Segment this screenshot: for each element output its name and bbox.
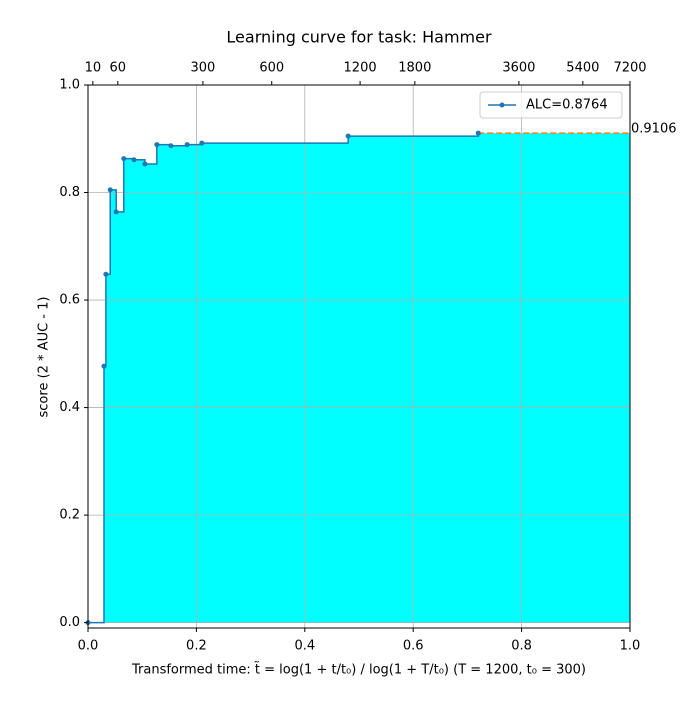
y-tick-label: 0.2 bbox=[59, 508, 80, 523]
plot-frame bbox=[87, 84, 631, 629]
point bbox=[184, 142, 190, 148]
point bbox=[475, 130, 481, 136]
extension-label: 0.9106 bbox=[631, 122, 677, 137]
x-tick-label: 0.2 bbox=[186, 639, 207, 654]
point bbox=[103, 271, 109, 277]
top-x-tick-label: 1200 bbox=[344, 61, 377, 76]
top-x-tick-label: 3600 bbox=[502, 61, 535, 76]
x-tick-label: 1.0 bbox=[620, 639, 641, 654]
legend-box bbox=[479, 91, 623, 119]
point bbox=[345, 133, 351, 139]
y-tick-label: 0.4 bbox=[59, 400, 80, 415]
y-axis-label: score (2 * AUC - 1) bbox=[37, 297, 52, 418]
point bbox=[199, 140, 205, 146]
top-x-tick-label: 600 bbox=[259, 61, 284, 76]
x-tick-label: 0.4 bbox=[294, 639, 315, 654]
chart-title: Learning curve for task: Hammer bbox=[226, 28, 492, 47]
top-x-tick-label: 60 bbox=[110, 61, 127, 76]
x-tick-label: 0.8 bbox=[511, 639, 532, 654]
point bbox=[121, 156, 127, 162]
point bbox=[154, 142, 160, 148]
top-x-tick-label: 10 bbox=[85, 61, 102, 76]
top-x-tick-label: 300 bbox=[190, 61, 215, 76]
legend-marker bbox=[499, 102, 505, 108]
y-tick-label: 1.0 bbox=[59, 78, 80, 93]
y-tick-label: 0.8 bbox=[59, 185, 80, 200]
area-fill bbox=[88, 133, 630, 623]
point bbox=[168, 143, 174, 149]
top-x-tick-label: 1800 bbox=[398, 61, 431, 76]
point bbox=[101, 363, 107, 369]
x-axis-label: Transformed time: t̃ = log(1 + t/t₀) / l… bbox=[131, 662, 586, 677]
point bbox=[131, 157, 137, 163]
point bbox=[113, 209, 119, 215]
x-tick-label: 0.6 bbox=[403, 639, 424, 654]
top-x-tick-label: 7200 bbox=[613, 61, 646, 76]
y-tick-label: 0.0 bbox=[59, 615, 80, 630]
point bbox=[142, 161, 148, 167]
x-tick-label: 0.0 bbox=[78, 639, 99, 654]
point bbox=[107, 187, 113, 193]
legend-label: ALC=0.8764 bbox=[526, 98, 608, 113]
top-x-tick-label: 5400 bbox=[566, 61, 599, 76]
y-tick-label: 0.6 bbox=[59, 293, 80, 308]
